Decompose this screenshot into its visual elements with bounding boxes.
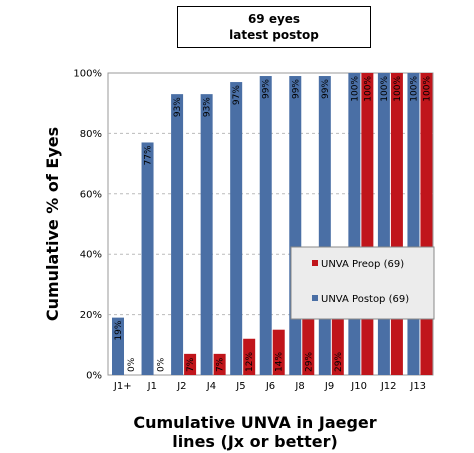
data-label-preop: 100% — [422, 76, 432, 102]
y-axis-ticks: 0% 20% 40% 60% 80% 100% — [73, 69, 102, 382]
data-label-postop: 19% — [114, 320, 124, 340]
bar-preop — [420, 73, 433, 375]
data-label-postop: 99% — [321, 79, 331, 99]
bar-postop — [230, 82, 243, 375]
data-label-postop: 93% — [203, 97, 213, 117]
bar-postop — [200, 94, 213, 375]
bar-postop — [171, 94, 184, 375]
data-label-preop: 12% — [245, 352, 255, 372]
bar-postop — [318, 76, 331, 376]
legend-swatch-postop — [312, 295, 318, 301]
x-tick-label: J1 — [147, 381, 157, 392]
bar-postop — [259, 76, 272, 376]
legend: UNVA Preop (69) UNVA Postop (69) — [290, 246, 435, 320]
data-label-postop: 97% — [232, 85, 242, 105]
legend-label-postop: UNVA Postop (69) — [321, 294, 409, 305]
bar-postop — [377, 73, 390, 375]
chart-title-box: 69 eyes latest postop — [177, 6, 371, 48]
bar-postop — [407, 73, 420, 375]
data-label-preop: 100% — [363, 76, 373, 102]
x-axis-title-line-1: Cumulative UNVA in Jaeger — [133, 413, 376, 432]
y-axis-title: Cumulative % of Eyes — [43, 127, 62, 321]
bar-preop — [272, 329, 285, 375]
y-tick-label: 40% — [80, 250, 102, 261]
legend-box — [290, 246, 435, 320]
chart-title-line-1: 69 eyes — [247, 12, 301, 26]
data-label-preop: 0% — [127, 357, 137, 372]
bar-postop — [348, 73, 361, 375]
data-label-postop: 77% — [144, 145, 154, 165]
y-tick-label: 80% — [80, 129, 102, 140]
data-label-postop: 93% — [173, 97, 183, 117]
x-tick-label: J8 — [294, 381, 304, 392]
x-axis-title-line-2: lines (Jx or better) — [172, 432, 338, 451]
bar-postop — [289, 76, 302, 376]
data-label-preop: 29% — [334, 352, 344, 372]
data-label-preop: 100% — [393, 76, 403, 102]
legend-label-preop: UNVA Preop (69) — [321, 259, 404, 270]
data-label-postop: 100% — [409, 76, 419, 102]
x-tick-label: J5 — [235, 381, 245, 392]
data-label-postop: 99% — [291, 79, 301, 99]
bar-preop — [243, 338, 256, 375]
x-tick-label: J12 — [380, 381, 397, 392]
bar-preop — [390, 73, 403, 375]
y-tick-label: 0% — [86, 371, 102, 382]
data-label-postop: 99% — [262, 79, 272, 99]
x-tick-label: J10 — [350, 381, 367, 392]
bar-preop — [184, 353, 197, 375]
x-tick-label: J1+ — [113, 381, 132, 392]
chart-title-line-2: latest postop — [229, 28, 319, 42]
y-tick-label: 20% — [80, 310, 102, 321]
data-label-preop: 0% — [157, 357, 167, 372]
x-tick-label: J6 — [265, 381, 275, 392]
x-tick-label: J13 — [409, 381, 426, 392]
data-label-preop: 7% — [186, 357, 196, 372]
bar-preop — [361, 73, 374, 375]
data-label-preop: 7% — [216, 357, 226, 372]
bar-preop — [213, 353, 226, 375]
legend-swatch-preop — [312, 260, 318, 266]
y-tick-label: 60% — [80, 189, 102, 200]
data-label-postop: 100% — [380, 76, 390, 102]
x-tick-label: J2 — [176, 381, 186, 392]
bar-postop — [112, 317, 124, 375]
bar-postop — [141, 142, 154, 375]
y-tick-label: 100% — [73, 69, 102, 80]
data-label-postop: 100% — [350, 76, 360, 102]
x-tick-label: J4 — [206, 381, 216, 392]
data-label-preop: 14% — [275, 352, 285, 372]
x-axis-ticks: J1+ J1 J2 J4 J5 J6 J8 J9 J10 J12 J13 — [113, 381, 426, 392]
x-tick-label: J9 — [324, 381, 334, 392]
data-label-preop: 29% — [304, 352, 314, 372]
